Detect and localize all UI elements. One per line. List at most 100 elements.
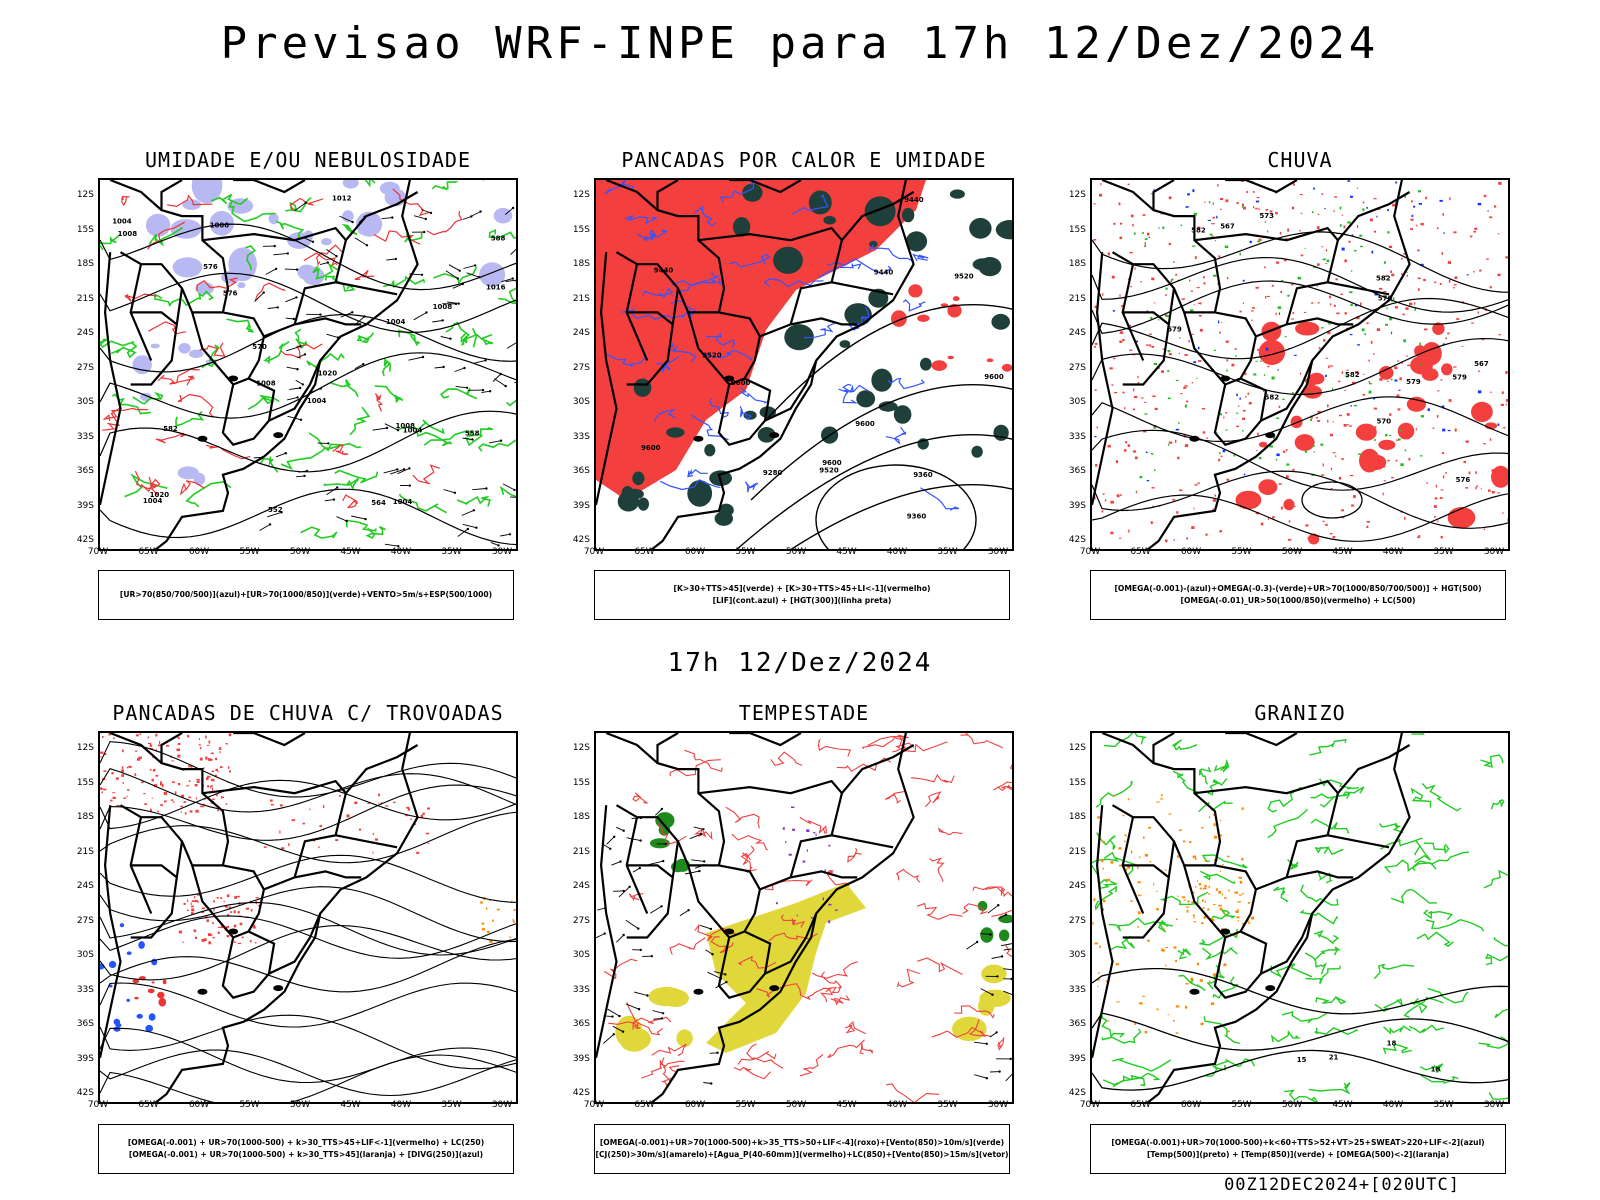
- rain-red-area: [1322, 463, 1324, 467]
- rain-red-area: [1370, 340, 1373, 344]
- wind-arrow-head: [711, 953, 714, 956]
- severe-purple-area: [802, 860, 806, 863]
- thunderstorm-red-area: [190, 765, 193, 768]
- rain-red-area: [1462, 375, 1465, 378]
- humidity-green-contour: [356, 332, 374, 344]
- thunderstorm-red-area: [177, 736, 180, 739]
- rain-red-area: [1119, 340, 1123, 343]
- thunderstorm-orange-area: [513, 920, 515, 924]
- latitude-tick-label: 12S: [572, 743, 590, 753]
- severe-purple-area: [824, 869, 826, 872]
- rain-red-area: [1356, 187, 1358, 189]
- wind-arrow-head: [280, 511, 283, 514]
- border-line: [334, 191, 419, 283]
- thunderstorm-red-area: [393, 801, 396, 804]
- rain-red-area: [1417, 288, 1420, 291]
- thunderstorm-red-area: [102, 736, 104, 738]
- lifted-index-blue-contour: [763, 278, 824, 288]
- rain-blue-area: [1358, 372, 1360, 374]
- temp850-green-contour: [1112, 1057, 1171, 1072]
- contour-label: 579: [1406, 378, 1421, 386]
- contour-label: 558: [465, 430, 480, 438]
- severe-purple-area: [828, 903, 832, 906]
- forecast-map: [98, 731, 518, 1104]
- hail-orange-area: [1238, 876, 1242, 879]
- precipitable-water-contour: [997, 1037, 1005, 1051]
- border-line: [605, 180, 726, 314]
- rain-green-area: [1331, 388, 1334, 391]
- rain-red-area: [1401, 273, 1403, 275]
- rain-blue-area: [1145, 451, 1148, 453]
- humidity-green-contour: [263, 341, 290, 364]
- precipitable-water-contour: [892, 741, 948, 753]
- rain-blue-area: [1395, 181, 1398, 184]
- latitude-tick-label: 36S: [1068, 466, 1086, 476]
- humidity-green-contour: [175, 410, 205, 427]
- lake-shape: [1265, 432, 1276, 439]
- temp850-green-contour: [1308, 1082, 1351, 1095]
- rain-red-area: [1439, 283, 1442, 286]
- hail-orange-area: [1202, 899, 1204, 902]
- longitude-tick-label: 50W: [1281, 547, 1303, 557]
- thunderstorm-red-area: [160, 783, 164, 786]
- rain-green-area: [1271, 376, 1275, 380]
- wind-arrow-head: [453, 491, 457, 494]
- rain-red-area: [1339, 414, 1342, 417]
- rain-red-area: [1122, 391, 1125, 394]
- lifted-index-blue-contour: [887, 377, 926, 390]
- contour-label: 18: [1431, 1066, 1441, 1074]
- hail-orange-area: [1204, 885, 1207, 888]
- rain-green-area: [1263, 374, 1266, 376]
- wind-arrow: [649, 905, 662, 914]
- rain-red-area: [1505, 371, 1508, 374]
- thunderstorm-red-area: [313, 839, 316, 842]
- border-line: [1092, 252, 1114, 506]
- wind-arrow-head: [295, 296, 298, 299]
- rain-red-area: [1485, 309, 1487, 312]
- thunderstorm-red-area: [126, 795, 128, 798]
- rain-red-area: [1102, 493, 1105, 495]
- rain-red-area: [1388, 245, 1393, 248]
- rain-red-area: [1194, 484, 1198, 486]
- hail-orange-area: [1094, 942, 1098, 945]
- wind-arrow: [700, 924, 712, 930]
- thickness-red-contour: [102, 407, 121, 431]
- wind-arrow-head: [363, 315, 366, 318]
- rain-red-area: [1336, 312, 1340, 315]
- rain-red-area: [1366, 525, 1369, 529]
- severe-purple-area: [810, 916, 813, 919]
- longitude-tick-label: 30W: [987, 1100, 1009, 1110]
- main-title: Previsao WRF-INPE para 17h 12/Dez/2024: [220, 18, 1380, 69]
- rain-red-area: [1483, 194, 1487, 198]
- rain-blue-area: [1279, 312, 1281, 315]
- instability-green-area: [839, 340, 851, 348]
- instability-green-area: [971, 445, 983, 458]
- wind-arrow-head: [511, 206, 515, 210]
- temp850-green-contour: [1098, 878, 1117, 890]
- hail-orange-area: [1215, 888, 1218, 891]
- rain-red-area: [1239, 310, 1242, 313]
- rain-red-area: [1366, 521, 1370, 523]
- streamline: [1092, 297, 1508, 360]
- rain-green-area: [1139, 476, 1143, 479]
- jet-stream-yellow-area: [981, 964, 1007, 984]
- humidity-green-contour: [382, 275, 426, 289]
- humidity-green-contour: [243, 244, 257, 271]
- temp850-green-contour: [1313, 929, 1340, 945]
- hail-orange-area: [1137, 865, 1139, 869]
- wind-arrow-head: [660, 905, 663, 908]
- storm-risk-red-area: [1001, 363, 1012, 372]
- temp850-green-contour: [1425, 918, 1485, 932]
- precipitable-water-contour: [737, 955, 777, 969]
- border-line: [729, 180, 802, 194]
- thunderstorm-red-area: [166, 745, 170, 747]
- rain-green-area: [1304, 247, 1306, 249]
- temp850-green-contour: [1314, 946, 1342, 961]
- rain-red-area: [1391, 273, 1395, 277]
- thunderstorm-red-area: [291, 819, 295, 822]
- rain-red-area: [1351, 270, 1353, 272]
- rain-red-area: [1447, 507, 1476, 529]
- temp850-green-contour: [1273, 886, 1289, 903]
- humidity-blue-area: [178, 343, 191, 354]
